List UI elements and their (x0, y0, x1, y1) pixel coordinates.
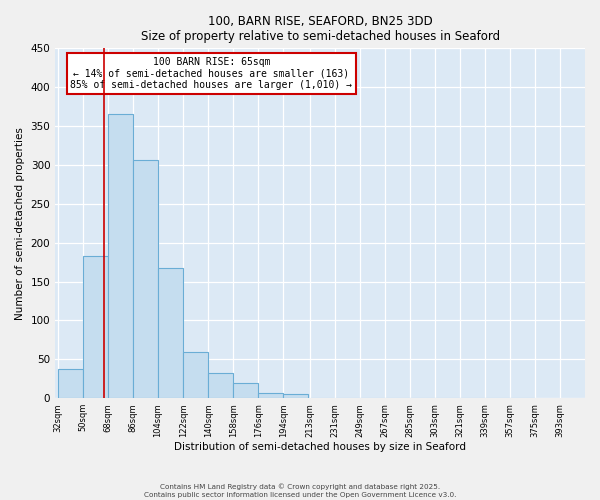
Bar (233, 384, 258, 398)
Bar (259, 393, 283, 398)
Bar (58, 368, 83, 398)
Bar (283, 394, 308, 398)
Text: 100 BARN RISE: 65sqm
← 14% of semi-detached houses are smaller (163)
85% of semi: 100 BARN RISE: 65sqm ← 14% of semi-detac… (70, 57, 352, 90)
Bar (158, 268, 183, 398)
Bar (83, 256, 108, 398)
Text: Contains HM Land Registry data © Crown copyright and database right 2025.
Contai: Contains HM Land Registry data © Crown c… (144, 484, 456, 498)
Bar (133, 160, 158, 398)
Bar (184, 352, 208, 398)
Y-axis label: Number of semi-detached properties: Number of semi-detached properties (15, 127, 25, 320)
Title: 100, BARN RISE, SEAFORD, BN25 3DD
Size of property relative to semi-detached hou: 100, BARN RISE, SEAFORD, BN25 3DD Size o… (140, 15, 500, 43)
Bar (208, 372, 233, 398)
Bar (108, 114, 133, 398)
X-axis label: Distribution of semi-detached houses by size in Seaford: Distribution of semi-detached houses by … (174, 442, 466, 452)
